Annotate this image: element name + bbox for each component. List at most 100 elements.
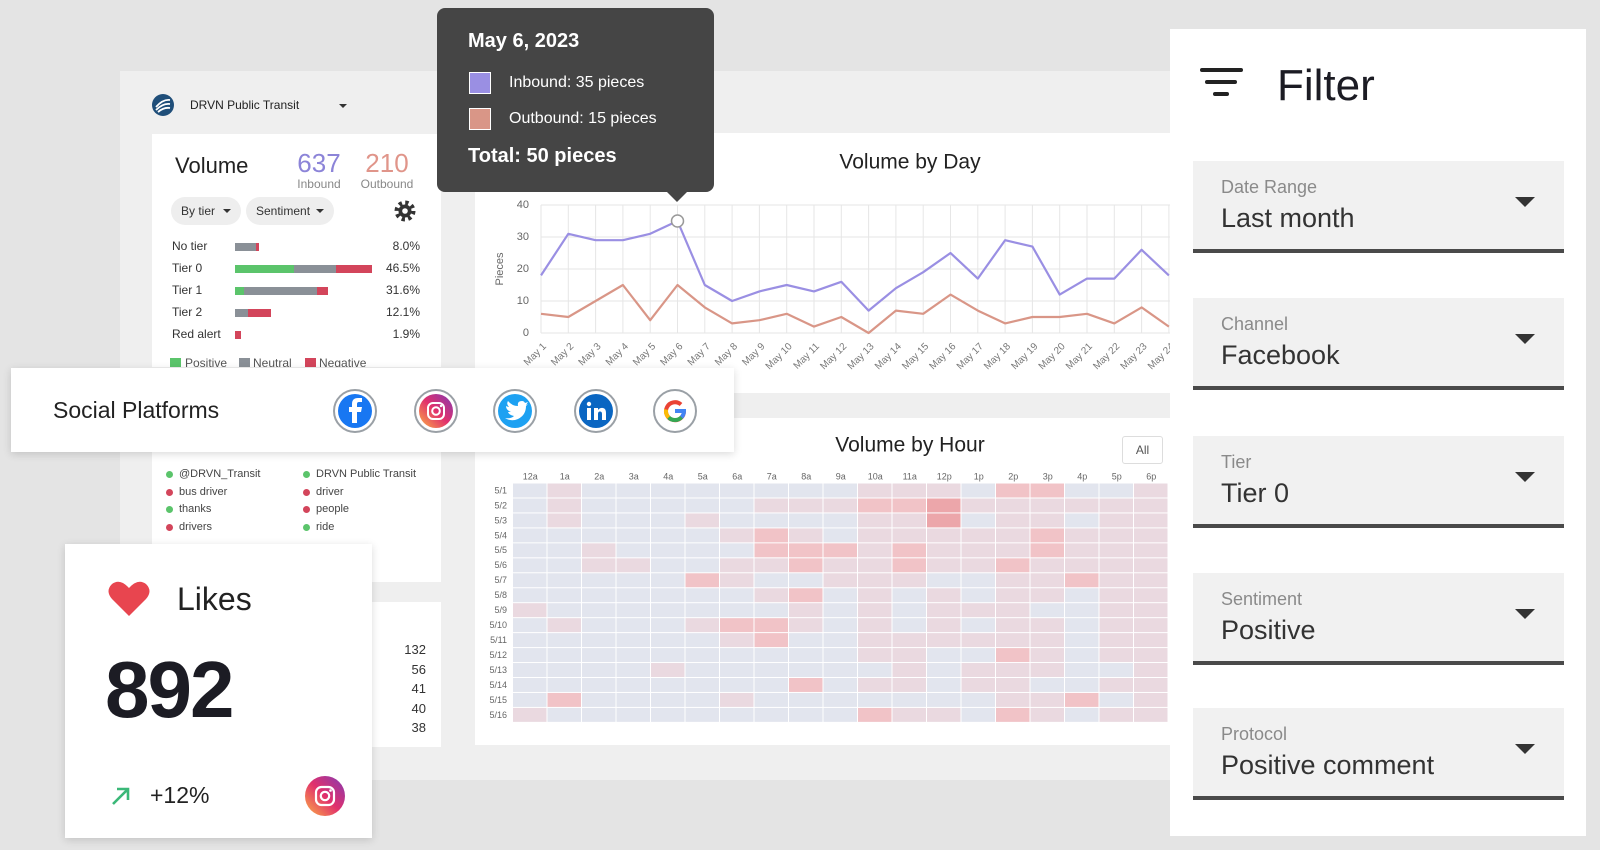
heatmap-cell [616, 678, 650, 692]
heatmap-cell [789, 483, 823, 498]
column-label: 9a [836, 471, 846, 481]
heatmap-cell [1030, 707, 1064, 722]
heatmap-cell [823, 528, 857, 543]
tier-bar-segment [235, 265, 294, 273]
heatmap-cell [1134, 573, 1168, 588]
heatmap-cell [651, 588, 685, 603]
heatmap-cell [685, 707, 719, 722]
sentiment-button[interactable]: Sentiment [246, 197, 334, 225]
tier-share: 31.6% [385, 283, 420, 297]
heatmap-cell [651, 498, 685, 513]
heatmap-cell [823, 573, 857, 588]
heatmap-cell [547, 648, 581, 663]
x-tick-label: May 5 [631, 341, 658, 368]
heatmap-cell [513, 483, 547, 498]
filter-icon-line [1200, 68, 1243, 72]
heatmap-cell [1065, 588, 1099, 603]
heatmap-cell [892, 558, 926, 573]
tooltip-swatch [469, 72, 491, 94]
heatmap-cell [927, 558, 961, 573]
heatmap-cell [1099, 663, 1133, 677]
heatmap-cell [1099, 558, 1133, 573]
gear-teeth [394, 200, 416, 222]
volume-card: Volume 637 Inbound 210 Outbound By tier … [152, 134, 441, 367]
heatmap-cell [1065, 618, 1099, 633]
filter-dropdown[interactable]: Sentiment Positive [1193, 573, 1564, 665]
heatmap-cell [720, 573, 754, 588]
heatmap-cell [823, 603, 857, 618]
heatmap-cell [1030, 678, 1064, 692]
icon-glyph [314, 785, 336, 807]
filter-caret [1515, 744, 1535, 754]
trend-arrow [112, 787, 130, 805]
filter-dropdown[interactable]: Channel Facebook [1193, 298, 1564, 390]
heatmap-cell [754, 707, 788, 722]
heatmap-cell [1134, 648, 1168, 663]
tier-name: Tier 0 [172, 261, 203, 275]
heatmap-cell [685, 588, 719, 603]
heatmap-cell [1065, 663, 1099, 677]
chart-title: Volume by Day [839, 151, 981, 174]
instagram-badge[interactable] [304, 775, 346, 817]
heatmap-cell [582, 498, 616, 513]
google-icon[interactable] [653, 389, 697, 433]
facebook-icon[interactable] [333, 389, 377, 433]
column-label: 1a [560, 471, 570, 481]
heatmap-cell [892, 483, 926, 498]
heatmap-cell [651, 678, 685, 692]
row-label: 5/2 [494, 500, 507, 510]
heatmap-cell [961, 633, 995, 648]
filter-dropdown[interactable]: Date Range Last month [1193, 161, 1564, 253]
linkedin-icon[interactable] [574, 389, 618, 433]
twitter-icon[interactable] [493, 389, 537, 433]
volume-by-hour-card: Volume by Hour 12a 1a 2a 3a 4a 5a 6a 7a 8a 9a 10a 11… [475, 418, 1170, 745]
likes-change: +12% [150, 782, 210, 808]
column-label: 4a [663, 471, 673, 481]
heatmap-cell [754, 588, 788, 603]
filter-dropdown[interactable]: Tier Tier 0 [1193, 436, 1564, 528]
heatmap-cell [996, 633, 1030, 648]
heatmap-cell [582, 707, 616, 722]
heatmap-cell [754, 528, 788, 543]
heatmap-cell [961, 663, 995, 677]
filter-dropdown[interactable]: Protocol Positive comment [1193, 708, 1564, 800]
x-tick-label: May 7 [686, 341, 713, 368]
tier-share: 12.1% [385, 305, 420, 319]
heatmap-cell [1134, 588, 1168, 603]
tier-name: Tier 1 [172, 283, 203, 297]
tier-bar-segment [317, 287, 328, 295]
org-dropdown-caret[interactable] [339, 104, 347, 108]
org-logo [152, 94, 174, 116]
x-tick-label: May 10 [764, 341, 795, 372]
heatmap-cell [547, 633, 581, 648]
heatmap-cell [996, 663, 1030, 677]
heatmap-cell [1134, 663, 1168, 677]
line-series [540, 219, 1170, 312]
heatmap-cell [582, 513, 616, 528]
heatmap-cell [892, 692, 926, 707]
heatmap-cell [892, 528, 926, 543]
settings-gear[interactable] [394, 200, 416, 222]
column-label: 12a [523, 471, 538, 481]
heatmap-cell [823, 663, 857, 677]
heatmap-cell [823, 633, 857, 648]
count-value: 40 [411, 700, 426, 716]
tier-bar-segment [235, 331, 241, 339]
heatmap-cell [1065, 603, 1099, 618]
column-label: 5p [1112, 471, 1122, 481]
heatmap-cell [616, 528, 650, 543]
heatmap-cell [1134, 633, 1168, 648]
tier-bar-segment [243, 287, 318, 295]
by-tier-button[interactable]: By tier [171, 197, 241, 225]
heatmap-cell [754, 663, 788, 677]
logo-stripes [155, 98, 171, 113]
heatmap-cell [720, 633, 754, 648]
heatmap-cell [1030, 588, 1064, 603]
instagram-icon[interactable] [414, 389, 458, 433]
org-name[interactable]: DRVN Public Transit [190, 98, 300, 112]
heatmap-cell [1030, 603, 1064, 618]
heatmap-cell [1030, 558, 1064, 573]
heatmap-cell [1030, 543, 1064, 558]
heatmap-cell [858, 648, 892, 663]
heatmap-filter-button[interactable]: All [1122, 436, 1163, 464]
